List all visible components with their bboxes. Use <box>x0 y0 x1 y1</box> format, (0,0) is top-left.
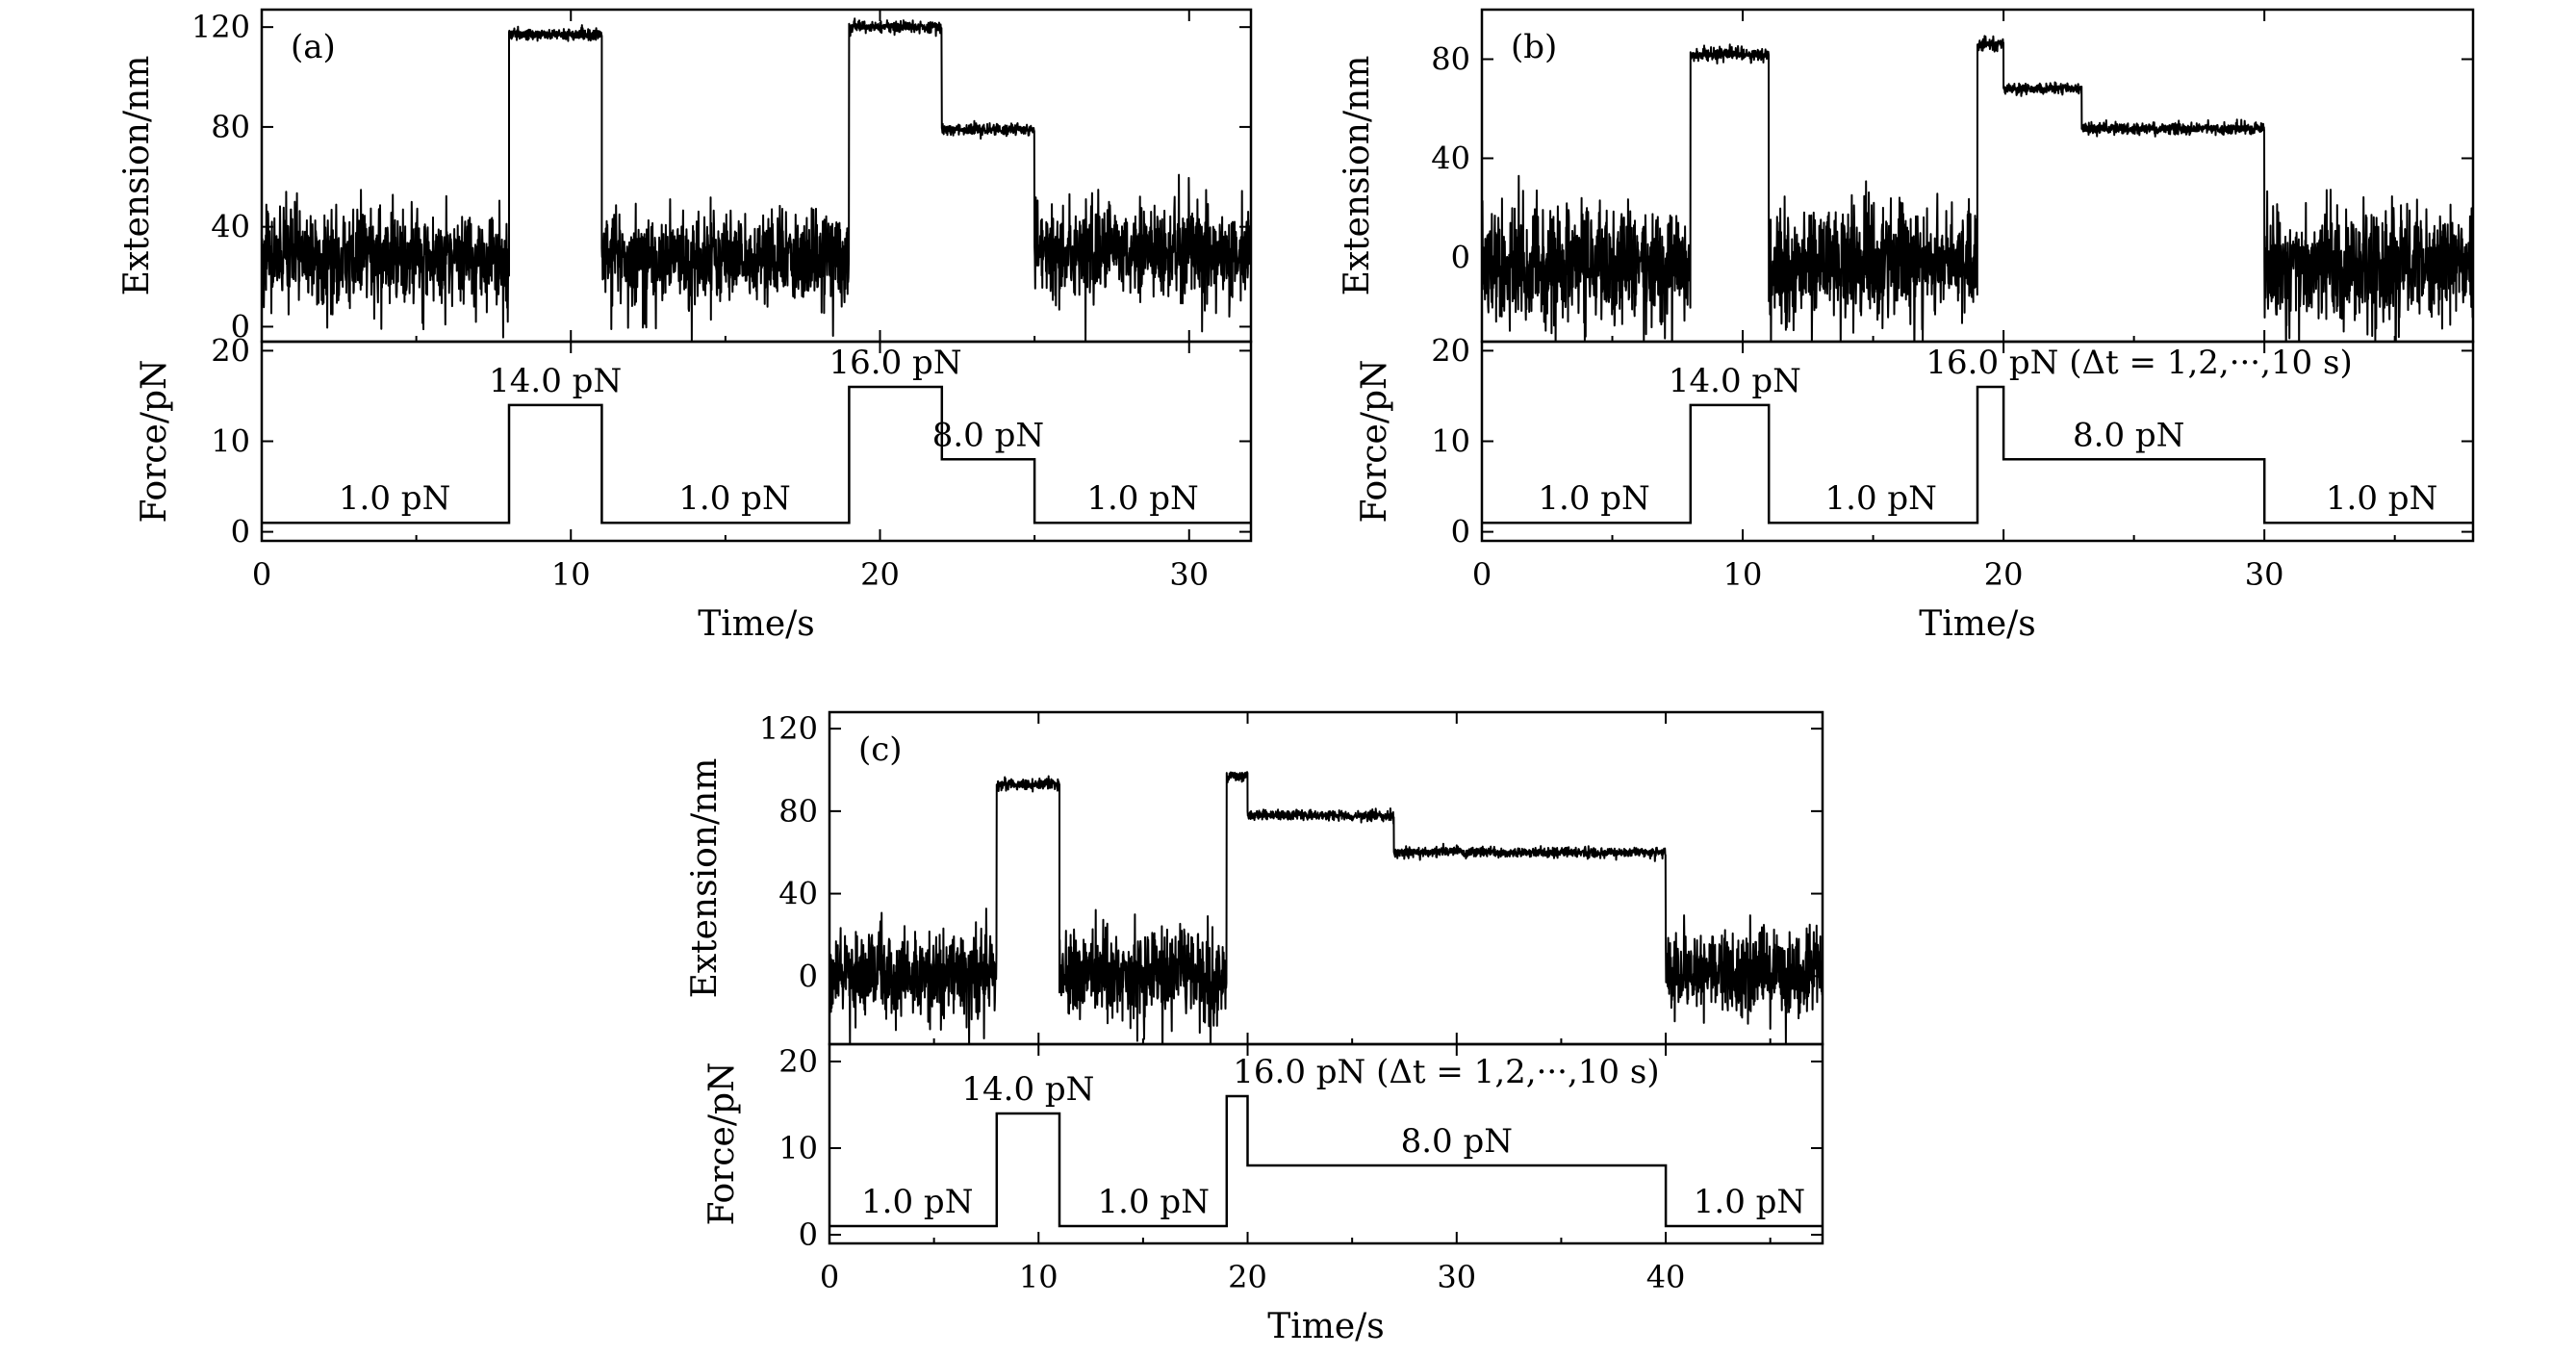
xtick-label: 40 <box>1646 1259 1686 1295</box>
force-annotation: 1.0 pN <box>339 479 450 518</box>
extension-ytick-label: 40 <box>211 209 250 245</box>
force-ylabel: Force/pN <box>1355 359 1394 523</box>
force-annotation: 14.0 pN <box>961 1070 1094 1109</box>
xtick-label: 0 <box>252 556 271 593</box>
force-ytick-label: 0 <box>1451 514 1470 550</box>
force-annotation: 14.0 pN <box>489 362 622 400</box>
force-trace <box>1482 385 2473 524</box>
extension-ytick-label: 80 <box>211 109 250 145</box>
xtick-label: 30 <box>2245 556 2284 593</box>
xtick-label: 20 <box>1984 556 2024 593</box>
force-ytick-label: 20 <box>1431 332 1470 369</box>
force-trace <box>829 1094 1823 1228</box>
force-annotation: 16.0 pN (Δt = 1,2,···,10 s) <box>1926 344 2352 382</box>
force-frame <box>828 1042 1824 1245</box>
force-annotation: 16.0 pN <box>829 344 962 382</box>
extension-trace <box>262 17 1251 342</box>
force-annotation: 1.0 pN <box>678 479 790 518</box>
xtick-label: 20 <box>1228 1259 1267 1295</box>
extension-trace <box>829 771 1823 1044</box>
panel-c: 0 40 80 120 (c) Extension/nm 0 10 20 0 10 20 30 40 1.0… <box>685 710 1824 1346</box>
panel-label: (a) <box>291 28 336 66</box>
force-trace <box>262 385 1251 524</box>
force-annotation: 8.0 pN <box>2073 416 2184 454</box>
force-annotation: 1.0 pN <box>1538 479 1649 518</box>
xtick-label: 10 <box>1019 1259 1058 1295</box>
force-annotation: 8.0 pN <box>1401 1122 1513 1161</box>
extension-ytick-label: 40 <box>1431 140 1470 176</box>
force-ylabel: Force/pN <box>702 1062 742 1225</box>
xtick-label: 30 <box>1169 556 1209 593</box>
extension-ytick-label: 80 <box>778 793 818 830</box>
panel-label: (c) <box>858 730 903 769</box>
xlabel: Time/s <box>698 604 815 644</box>
xlabel: Time/s <box>1919 604 2036 644</box>
force-ytick-label: 10 <box>211 423 250 460</box>
force-annotation: 1.0 pN <box>1694 1183 1805 1221</box>
extension-ytick-label: 0 <box>1451 239 1470 275</box>
extension-trace <box>1482 35 2473 342</box>
force-annotation: 1.0 pN <box>1098 1183 1210 1221</box>
force-ytick-label: 10 <box>1431 423 1470 460</box>
force-annotation: 8.0 pN <box>932 416 1044 454</box>
force-annotation: 1.0 pN <box>2326 479 2437 518</box>
extension-ytick-label: 0 <box>799 958 818 994</box>
extension-ytick-label: 80 <box>1431 40 1470 77</box>
xtick-label: 0 <box>820 1259 839 1295</box>
extension-ytick-label: 0 <box>231 308 250 345</box>
xtick-label: 10 <box>551 556 591 593</box>
force-ytick-label: 20 <box>778 1043 818 1080</box>
extension-ylabel: Extension/nm <box>117 56 157 296</box>
force-ylabel: Force/pN <box>135 359 174 523</box>
force-annotation: 1.0 pN <box>861 1183 973 1221</box>
panel-label: (b) <box>1511 28 1557 66</box>
force-ytick-label: 10 <box>778 1130 818 1166</box>
extension-ylabel: Extension/nm <box>685 758 725 999</box>
force-annotation: 14.0 pN <box>1669 362 1801 400</box>
force-ytick-label: 20 <box>211 332 250 369</box>
xtick-label: 30 <box>1437 1259 1476 1295</box>
xtick-label: 10 <box>1723 556 1763 593</box>
panel-b: 0 40 80 (b) Extension/nm 0 10 20 0 10 20 30 1.0 pN 14… <box>1338 8 2475 644</box>
extension-ylabel: Extension/nm <box>1338 56 1377 296</box>
xlabel: Time/s <box>1267 1307 1385 1346</box>
extension-ytick-label: 40 <box>778 876 818 912</box>
force-ytick-label: 0 <box>231 514 250 550</box>
force-annotation: 16.0 pN (Δt = 1,2,···,10 s) <box>1233 1053 1659 1091</box>
force-ytick-label: 0 <box>799 1216 818 1253</box>
force-annotation: 1.0 pN <box>1825 479 1937 518</box>
xtick-label: 0 <box>1472 556 1492 593</box>
force-annotation: 1.0 pN <box>1086 479 1198 518</box>
extension-ytick-label: 120 <box>191 9 250 45</box>
xtick-label: 20 <box>860 556 900 593</box>
extension-ytick-label: 120 <box>759 710 818 747</box>
